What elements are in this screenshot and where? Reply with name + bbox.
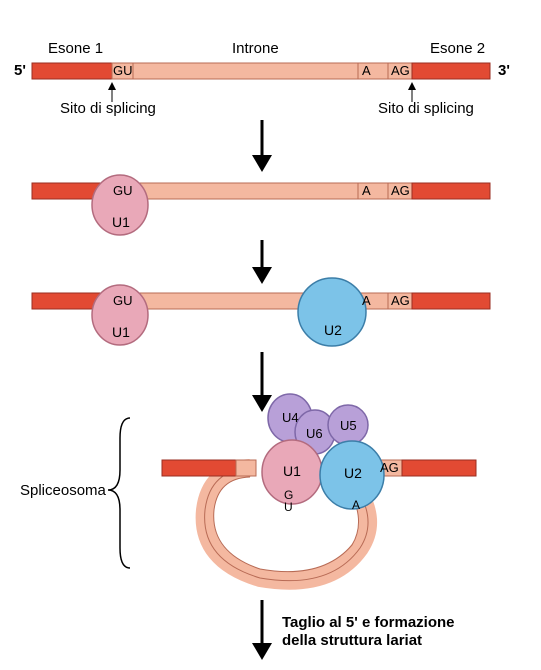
row3-AG: AG — [391, 293, 410, 308]
row3-U1: U1 — [112, 324, 130, 340]
row4-U: U — [284, 500, 293, 514]
row4-U1: U1 — [283, 463, 301, 479]
row3-U2: U2 — [324, 322, 342, 338]
row4-AG: AG — [380, 460, 399, 475]
row2-u1 — [32, 175, 490, 235]
label-intron: Introne — [232, 40, 279, 57]
caption-line1: Taglio al 5' e formazione — [282, 614, 455, 631]
row1-premrna — [32, 63, 490, 102]
label-splice-right: Sito di splicing — [378, 100, 474, 117]
row2-GU: GU — [113, 183, 133, 198]
row2-AG: AG — [391, 183, 410, 198]
arrow-3 — [252, 352, 272, 412]
row4-U6: U6 — [306, 426, 323, 441]
row2-U1: U1 — [112, 214, 130, 230]
label-spliceosome: Spliceosoma — [20, 482, 106, 499]
label-exon2: Esone 2 — [430, 40, 485, 57]
label-exon1: Esone 1 — [48, 40, 103, 57]
row4-U5: U5 — [340, 418, 357, 433]
caption-line2: della struttura lariat — [282, 632, 422, 649]
row4-U4: U4 — [282, 410, 299, 425]
label-3prime: 3' — [498, 62, 510, 79]
label-splice-left: Sito di splicing — [60, 100, 156, 117]
label-5prime: 5' — [14, 62, 26, 79]
row2-A: A — [362, 183, 371, 198]
arrow-4 — [252, 600, 272, 660]
row1-A: A — [362, 63, 371, 78]
arrow-1 — [252, 120, 272, 172]
row3-GU: GU — [113, 293, 133, 308]
row3-A: A — [362, 293, 371, 308]
row1-GU: GU — [113, 63, 133, 78]
row4-A: A — [352, 498, 360, 512]
row1-AG: AG — [391, 63, 410, 78]
row3-u1u2 — [32, 278, 490, 346]
arrow-2 — [252, 240, 272, 284]
row4-U2: U2 — [344, 465, 362, 481]
